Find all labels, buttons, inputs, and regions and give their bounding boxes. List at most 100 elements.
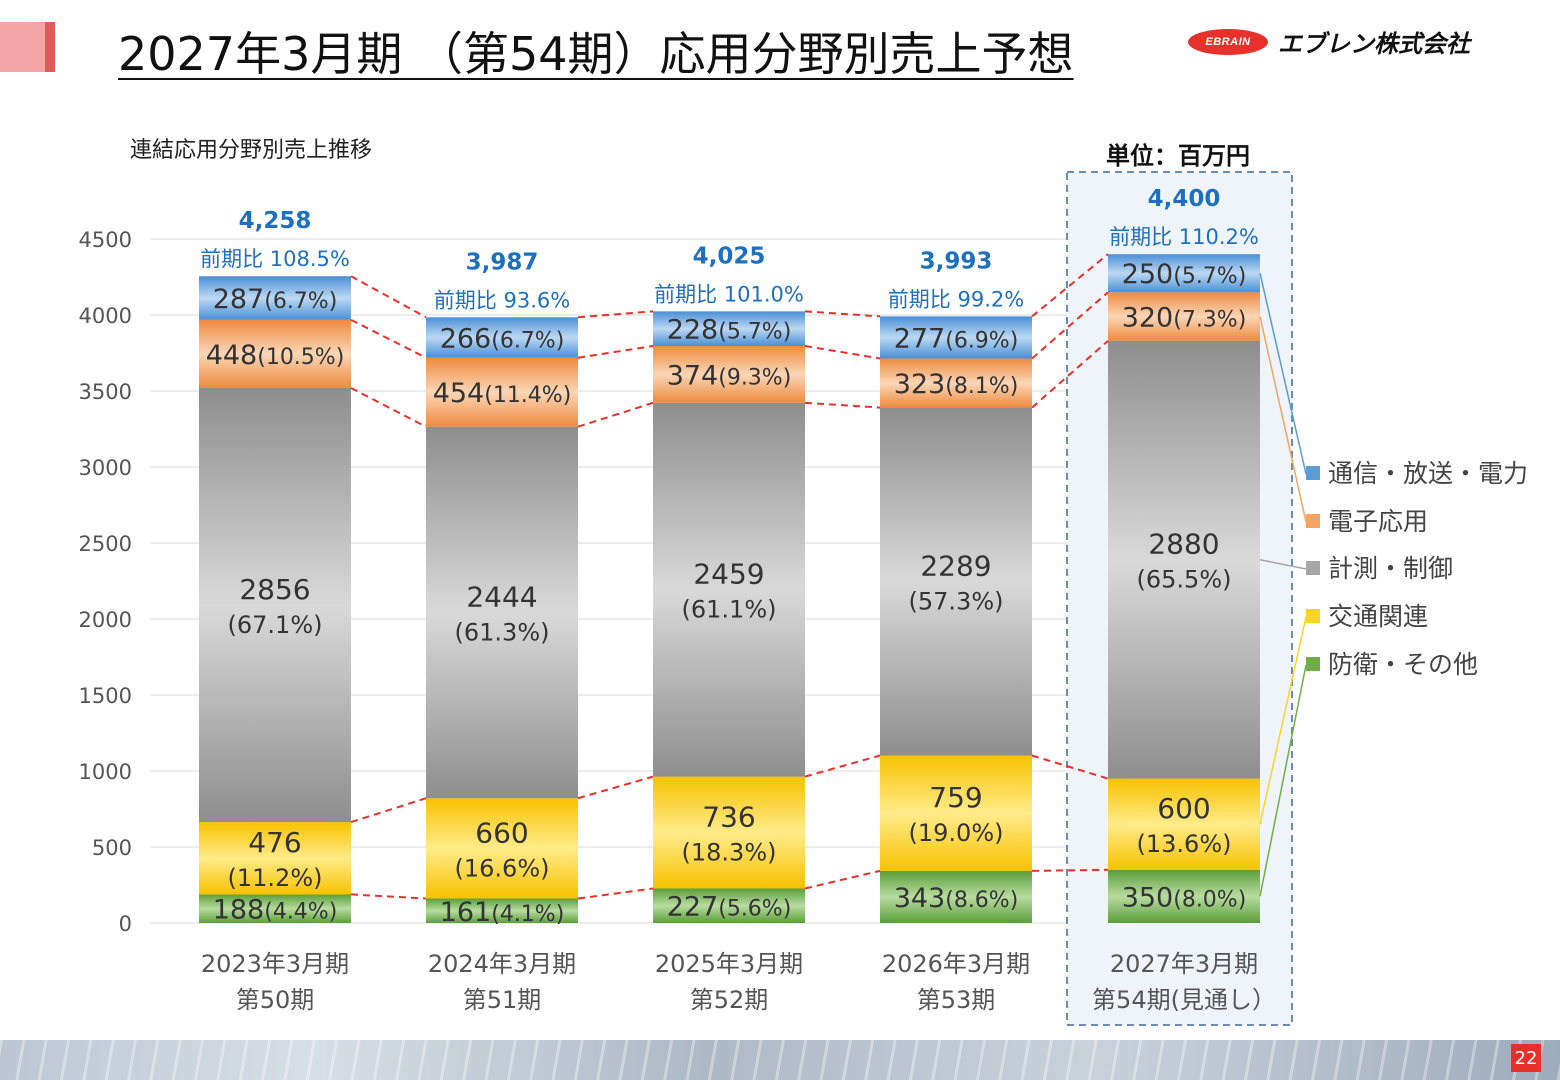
legend-swatch-elec bbox=[1306, 514, 1320, 528]
bar-segment-defense bbox=[880, 870, 1032, 923]
total-connector bbox=[350, 275, 427, 319]
company-logo: EBRAIN エブレン株式会社 bbox=[1188, 24, 1470, 59]
segment-pct-label: (5.6%) bbox=[718, 897, 791, 922]
total-connector bbox=[804, 310, 881, 318]
segment-value-label: 250 bbox=[1122, 259, 1174, 290]
segment-connector bbox=[350, 797, 427, 824]
segment-label: 250(5.7%) bbox=[1122, 259, 1247, 290]
segment-value-label: 287 bbox=[213, 284, 265, 315]
bar-segment-measure bbox=[199, 387, 351, 823]
bar-segment-comm bbox=[199, 276, 351, 320]
segment-pct-label: (19.0%) bbox=[909, 819, 1004, 847]
segment-pct-label: (10.5%) bbox=[257, 345, 344, 370]
segment-value-label: 161 bbox=[440, 897, 492, 928]
legend-swatch-comm bbox=[1306, 466, 1320, 480]
total-value-label: 3,993 bbox=[920, 248, 993, 274]
segment-pct-label: (13.6%) bbox=[1137, 830, 1232, 858]
segment-value-label: 448 bbox=[206, 340, 258, 371]
bar-segment-comm bbox=[653, 311, 805, 347]
y-tick-label: 0 bbox=[119, 912, 132, 936]
segment-pct-label: (65.5%) bbox=[1137, 566, 1232, 594]
legend-label-traffic: 交通関連 bbox=[1328, 602, 1428, 631]
total-value-label: 4,400 bbox=[1148, 186, 1221, 212]
segment-connector bbox=[1031, 754, 1109, 780]
segment-connector bbox=[577, 345, 654, 359]
x-period-label: 第54期(見通し） bbox=[1092, 986, 1276, 1014]
total-value-label: 4,258 bbox=[239, 208, 312, 234]
segment-connector bbox=[350, 387, 427, 428]
segment-value-label: 320 bbox=[1122, 303, 1174, 334]
segment-pct-label: (7.3%) bbox=[1173, 308, 1246, 333]
segment-pct-label: (8.0%) bbox=[1173, 887, 1246, 912]
bar-segment-traffic bbox=[426, 798, 578, 899]
segment-value-label: 2880 bbox=[1148, 528, 1219, 561]
y-tick-label: 2000 bbox=[79, 608, 132, 632]
segment-connector bbox=[804, 869, 881, 890]
y-tick-label: 2500 bbox=[79, 532, 132, 556]
bar-segment-comm bbox=[426, 317, 578, 358]
x-category-label: 2027年3月期 bbox=[1110, 950, 1258, 978]
legend-label-comm: 通信・放送・電力 bbox=[1328, 459, 1528, 488]
segment-connector bbox=[577, 401, 654, 428]
segment-label: 454(11.4%) bbox=[433, 378, 572, 409]
yoy-label: 前期比 93.6% bbox=[434, 288, 570, 312]
segment-label: 277(6.9%) bbox=[894, 323, 1019, 354]
bar-segment-comm bbox=[1108, 254, 1260, 293]
segment-pct-label: (16.6%) bbox=[455, 854, 550, 882]
total-value-label: 3,987 bbox=[466, 249, 539, 275]
yoy-label: 前期比 110.2% bbox=[1109, 225, 1259, 249]
segment-value-label: 266 bbox=[440, 323, 492, 354]
bar-segment-measure bbox=[653, 402, 805, 777]
segment-label: 343(8.6%) bbox=[894, 883, 1019, 914]
legend-swatch-traffic bbox=[1306, 609, 1320, 623]
segment-pct-label: (18.3%) bbox=[682, 839, 777, 867]
segment-pct-label: (4.1%) bbox=[491, 902, 564, 927]
bar-segment-measure bbox=[426, 426, 578, 799]
bar-segment-measure bbox=[880, 407, 1032, 756]
segment-pct-label: (11.4%) bbox=[484, 383, 571, 408]
page-number: 22 bbox=[1511, 1044, 1541, 1072]
segment-pct-label: (61.1%) bbox=[682, 596, 777, 624]
y-tick-label: 3000 bbox=[79, 456, 132, 480]
x-period-label: 第53期 bbox=[917, 986, 996, 1014]
segment-connector bbox=[350, 318, 427, 359]
legend-swatch-defense bbox=[1306, 657, 1320, 671]
segment-label: 266(6.7%) bbox=[440, 323, 565, 354]
legend-leader-comm bbox=[1259, 273, 1307, 475]
legend-label-defense: 防衛・その他 bbox=[1328, 650, 1478, 679]
x-period-label: 第52期 bbox=[690, 986, 769, 1014]
segment-connector bbox=[804, 754, 881, 778]
segment-pct-label: (8.6%) bbox=[945, 888, 1018, 913]
bar-segment-elec bbox=[199, 319, 351, 388]
bar-segment-elec bbox=[1108, 292, 1260, 341]
legend-leader-elec bbox=[1259, 316, 1307, 523]
bar-segment-defense bbox=[426, 898, 578, 923]
segment-pct-label: (5.7%) bbox=[718, 320, 791, 345]
segment-connector bbox=[577, 887, 654, 900]
segment-value-label: 2289 bbox=[920, 550, 991, 583]
bar-segment-traffic bbox=[880, 755, 1032, 871]
legend-swatch-measure bbox=[1306, 561, 1320, 575]
total-value-label: 4,025 bbox=[693, 243, 766, 269]
y-tick-label: 4500 bbox=[79, 228, 132, 252]
segment-label: 323(8.1%) bbox=[894, 369, 1019, 400]
segment-label: 350(8.0%) bbox=[1122, 882, 1247, 913]
segment-label: 320(7.3%) bbox=[1122, 303, 1247, 334]
bar-segment-measure bbox=[1108, 340, 1260, 779]
segment-pct-label: (61.3%) bbox=[455, 618, 550, 646]
segment-label: 374(9.3%) bbox=[667, 360, 792, 391]
page-title: 2027年3月期 （第54期）応用分野別売上予想 bbox=[118, 27, 1074, 81]
segment-value-label: 350 bbox=[1122, 882, 1174, 913]
x-category-label: 2024年3月期 bbox=[428, 950, 576, 978]
segment-value-label: 2856 bbox=[239, 573, 310, 606]
bar-segment-elec bbox=[880, 358, 1032, 408]
segment-connector bbox=[804, 345, 881, 360]
segment-value-label: 343 bbox=[894, 883, 946, 914]
segment-pct-label: (5.7%) bbox=[1173, 264, 1246, 289]
segment-value-label: 228 bbox=[667, 315, 719, 346]
segment-pct-label: (4.4%) bbox=[264, 900, 337, 925]
segment-value-label: 759 bbox=[929, 781, 982, 814]
segment-value-label: 227 bbox=[667, 892, 719, 923]
segment-pct-label: (9.3%) bbox=[718, 365, 791, 390]
unit-label: 単位：百万円 bbox=[1106, 142, 1250, 170]
